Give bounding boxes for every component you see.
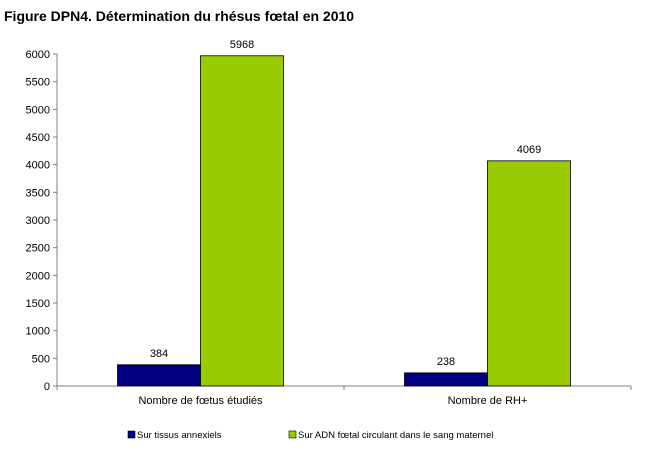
chart-axes: 0 500 1000 1500 2000 2500 3000 3500 4000 4500 5000…	[26, 49, 632, 407]
y-tick-label: 500	[32, 353, 50, 365]
data-label: 238	[437, 356, 455, 368]
bar	[404, 372, 488, 387]
y-tick-label: 1500	[26, 298, 50, 310]
y-tick-label: 2500	[26, 243, 50, 255]
chart-bars: 384 5968 238 4069	[117, 39, 571, 387]
legend-label: Sur tissus annexiels	[137, 430, 222, 441]
bar	[487, 160, 571, 387]
x-category-label: Nombre de RH+	[448, 395, 528, 407]
y-tick-label: 3500	[26, 187, 50, 199]
y-tick-label: 6000	[26, 49, 50, 61]
chart-legend: Sur tissus annexiels Sur ADN fœtal circul…	[127, 430, 493, 441]
legend-label: Sur ADN fœtal circulant dans le sang mat…	[298, 430, 493, 441]
data-label: 4069	[517, 144, 541, 156]
legend-swatch	[288, 430, 297, 439]
x-category-label: Nombre de fœtus étudiés	[138, 395, 263, 407]
y-tick-label: 5500	[26, 77, 50, 89]
y-tick-label: 4000	[26, 160, 50, 172]
bar	[117, 364, 201, 387]
y-tick-label: 5000	[26, 104, 50, 116]
data-label: 5968	[230, 39, 254, 51]
y-tick-label: 4500	[26, 132, 50, 144]
y-tick-label: 1000	[26, 326, 50, 338]
legend-swatch	[127, 430, 136, 439]
data-label: 384	[150, 348, 168, 360]
y-tick-label: 0	[44, 381, 50, 393]
y-tick-label: 2000	[26, 270, 50, 282]
bar	[200, 55, 284, 387]
y-tick-label: 3000	[26, 215, 50, 227]
chart-title: Figure DPN4. Détermination du rhésus fœt…	[4, 8, 355, 24]
